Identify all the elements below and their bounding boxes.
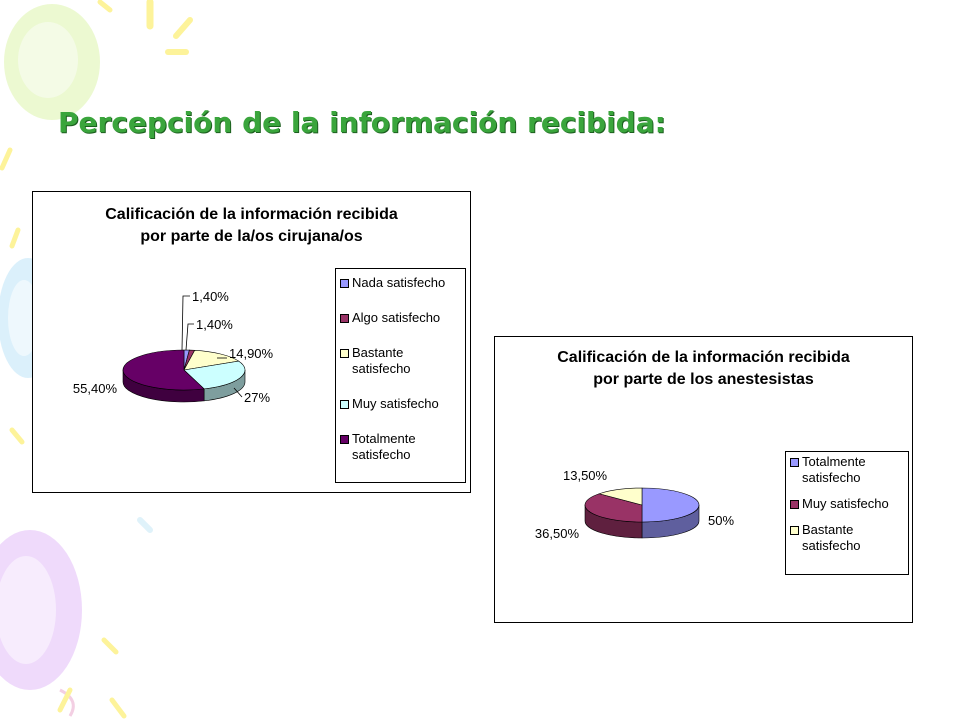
chart-legend: Nada satisfecho Algo satisfecho Bastante sa… xyxy=(335,268,466,483)
balloon-string xyxy=(59,688,75,717)
balloon-shape xyxy=(0,556,56,664)
sun-ray xyxy=(0,147,13,171)
sun-ray xyxy=(109,697,127,719)
legend-swatch xyxy=(340,279,349,288)
data-label: 13,50% xyxy=(563,468,608,483)
pie-slice xyxy=(584,493,643,523)
surgeons-pie-chart: Calificación de la información recibida … xyxy=(32,191,471,493)
chart-title: Calificación de la información recibida … xyxy=(495,347,912,391)
data-label: 1,40% xyxy=(192,289,229,304)
legend-label: Muy satisfecho xyxy=(802,496,889,511)
legend-swatch xyxy=(790,458,799,467)
legend-item: Muy satisfecho xyxy=(786,496,908,512)
data-label-leader xyxy=(181,295,190,351)
pie-top xyxy=(122,349,246,391)
legend-item: Algo satisfecho xyxy=(336,310,465,326)
chart-title: Calificación de la información recibida … xyxy=(33,204,470,248)
legend-label: Muy satisfecho xyxy=(352,396,439,411)
legend-swatch xyxy=(790,526,799,535)
slide-title: Percepción de la información recibida: xyxy=(58,106,666,139)
sun-ray xyxy=(101,637,119,655)
legend-item: Totalmente satisfecho xyxy=(336,431,465,463)
legend-item: Bastante satisfecho xyxy=(786,522,908,554)
legend-item: Muy satisfecho xyxy=(336,396,465,412)
pie-slice xyxy=(598,487,643,506)
legend-swatch xyxy=(340,400,349,409)
sun-ray xyxy=(57,687,73,713)
data-label: 36,50% xyxy=(535,526,580,541)
sun-ray xyxy=(9,227,21,249)
data-label: 1,40% xyxy=(196,317,233,332)
legend-label: Bastante xyxy=(802,522,854,537)
anesthetists-pie-chart: Calificación de la información recibida … xyxy=(494,336,913,623)
legend-label: Nada satisfecho xyxy=(352,275,446,290)
legend-item: Nada satisfecho xyxy=(336,275,465,291)
data-label-leader xyxy=(233,387,243,398)
chart-title-line: Calificación de la información recibida xyxy=(557,349,850,366)
legend-label: Totalmente xyxy=(802,454,866,469)
pie-top xyxy=(584,487,700,523)
chart-legend: Totalmente satisfecho Muy satisfecho Bastan… xyxy=(785,451,909,575)
data-label-leader xyxy=(185,323,194,351)
data-label: 27% xyxy=(244,390,270,405)
legend-item: Totalmente satisfecho xyxy=(786,454,908,486)
legend-label: Bastante xyxy=(352,345,404,360)
legend-label: satisfecho xyxy=(802,470,861,485)
pie-slice xyxy=(641,487,700,523)
sun-ray xyxy=(9,427,25,445)
legend-label: satisfecho xyxy=(802,538,861,553)
data-label: 55,40% xyxy=(73,381,118,396)
sun-ray xyxy=(137,517,153,533)
pie-plot: 50% 36,50% 13,50% xyxy=(535,468,735,541)
legend-label: satisfecho xyxy=(352,447,411,462)
legend-item: Bastante satisfecho xyxy=(336,345,465,377)
chart-title-line: por parte de los anestesistas xyxy=(593,371,814,388)
legend-label: Totalmente xyxy=(352,431,416,446)
legend-swatch xyxy=(790,500,799,509)
chart-title-line: por parte de la/os cirujana/os xyxy=(140,228,363,245)
sun-ray xyxy=(97,0,113,13)
legend-swatch xyxy=(340,435,349,444)
pie-plot: 1,40% 1,40% 14,90% 27% 55,40% xyxy=(73,289,274,405)
pie-slice xyxy=(183,360,246,390)
legend-swatch xyxy=(340,349,349,358)
legend-swatch xyxy=(340,314,349,323)
sun-ray xyxy=(173,17,193,39)
pie-slice xyxy=(122,349,205,391)
data-label: 50% xyxy=(708,513,734,528)
balloon-shape xyxy=(18,22,78,98)
chart-title-line: Calificación de la información recibida xyxy=(105,206,398,223)
legend-label: satisfecho xyxy=(352,361,411,376)
legend-label: Algo satisfecho xyxy=(352,310,441,325)
data-label: 14,90% xyxy=(229,346,274,361)
pie-slice xyxy=(183,349,240,371)
